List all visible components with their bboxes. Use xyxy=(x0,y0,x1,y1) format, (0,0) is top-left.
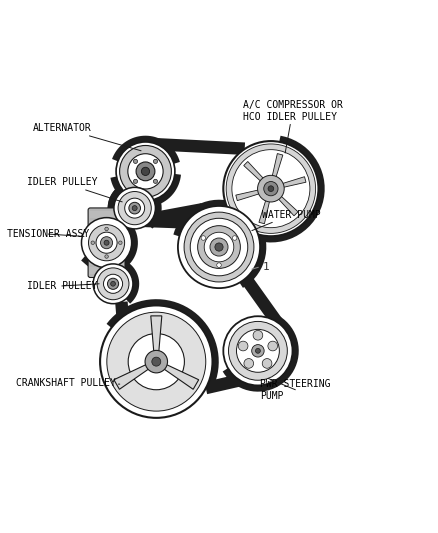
Circle shape xyxy=(184,212,254,282)
Circle shape xyxy=(210,238,228,256)
Circle shape xyxy=(262,359,272,368)
Text: IDLER PULLEY: IDLER PULLEY xyxy=(27,177,122,202)
Circle shape xyxy=(178,206,260,288)
Polygon shape xyxy=(272,154,283,179)
Circle shape xyxy=(232,150,310,228)
Circle shape xyxy=(120,146,171,197)
Circle shape xyxy=(105,255,108,259)
Polygon shape xyxy=(280,177,306,188)
Polygon shape xyxy=(277,195,298,216)
Circle shape xyxy=(198,225,240,269)
Text: ALTERNATOR: ALTERNATOR xyxy=(33,123,141,151)
Polygon shape xyxy=(236,190,261,200)
Circle shape xyxy=(204,232,234,262)
Circle shape xyxy=(128,154,163,189)
Circle shape xyxy=(81,217,132,268)
Text: IDLER PULLEY: IDLER PULLEY xyxy=(27,281,99,291)
Circle shape xyxy=(152,357,161,366)
FancyBboxPatch shape xyxy=(88,208,125,278)
Polygon shape xyxy=(259,198,270,224)
Text: 1: 1 xyxy=(262,262,269,271)
Text: PWR STEERING
PUMP: PWR STEERING PUMP xyxy=(260,378,331,400)
Circle shape xyxy=(229,321,287,380)
Circle shape xyxy=(201,236,205,240)
Circle shape xyxy=(88,224,125,261)
Circle shape xyxy=(107,312,206,411)
Circle shape xyxy=(268,341,278,351)
Circle shape xyxy=(226,144,316,233)
Circle shape xyxy=(104,240,109,245)
Circle shape xyxy=(134,159,138,164)
Circle shape xyxy=(244,359,254,368)
Circle shape xyxy=(107,278,119,289)
Circle shape xyxy=(134,179,138,183)
Circle shape xyxy=(136,162,155,181)
Polygon shape xyxy=(163,365,199,389)
Circle shape xyxy=(91,241,95,245)
Circle shape xyxy=(252,345,264,357)
Circle shape xyxy=(111,281,116,286)
Circle shape xyxy=(105,227,108,231)
Circle shape xyxy=(119,241,122,245)
Polygon shape xyxy=(114,365,149,389)
Circle shape xyxy=(100,305,212,418)
Circle shape xyxy=(141,167,150,175)
Circle shape xyxy=(223,316,293,385)
Circle shape xyxy=(190,219,248,276)
Circle shape xyxy=(129,203,141,214)
Text: CRANKSHAFT PULLEY: CRANKSHAFT PULLEY xyxy=(16,378,120,388)
Circle shape xyxy=(116,142,175,201)
Circle shape xyxy=(238,341,248,351)
Circle shape xyxy=(128,334,184,390)
Circle shape xyxy=(114,188,155,229)
Circle shape xyxy=(217,263,221,268)
Polygon shape xyxy=(244,161,265,183)
Circle shape xyxy=(118,191,151,225)
Circle shape xyxy=(153,159,158,164)
Circle shape xyxy=(145,350,168,373)
Circle shape xyxy=(255,349,260,353)
Text: A/C COMPRESSOR OR
HCO IDLER PULLEY: A/C COMPRESSOR OR HCO IDLER PULLEY xyxy=(243,100,343,153)
Circle shape xyxy=(237,329,279,372)
Circle shape xyxy=(253,330,263,340)
Text: TENSIONER ASSY: TENSIONER ASSY xyxy=(7,229,89,239)
Circle shape xyxy=(153,179,158,183)
Circle shape xyxy=(101,237,113,249)
Circle shape xyxy=(223,141,318,236)
Circle shape xyxy=(268,186,274,191)
Circle shape xyxy=(215,243,223,251)
Circle shape xyxy=(233,236,237,240)
Circle shape xyxy=(96,232,117,253)
Circle shape xyxy=(93,264,133,304)
Text: WATER PUMP: WATER PUMP xyxy=(252,209,321,231)
Polygon shape xyxy=(151,316,162,352)
Circle shape xyxy=(258,175,284,202)
Circle shape xyxy=(132,206,137,211)
Circle shape xyxy=(264,182,278,196)
Circle shape xyxy=(103,274,123,293)
Circle shape xyxy=(125,198,145,218)
Circle shape xyxy=(97,268,129,300)
